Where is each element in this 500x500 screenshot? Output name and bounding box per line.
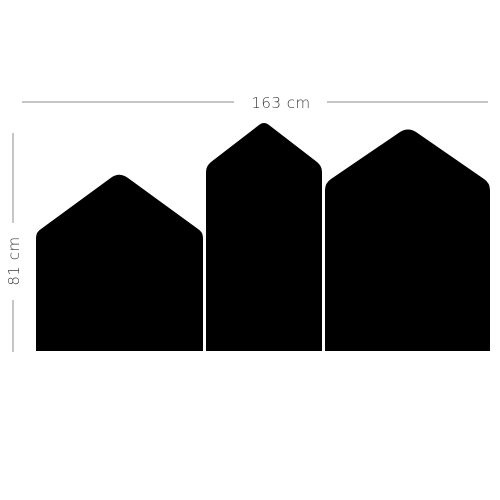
house-left xyxy=(36,174,203,351)
house-shapes xyxy=(36,123,490,351)
width-dimension-label: 163 cm xyxy=(251,94,310,112)
height-dimension: 81 cm xyxy=(5,133,23,352)
width-dimension: 163 cm xyxy=(22,94,488,112)
height-dimension-label: 81 cm xyxy=(5,236,23,285)
house-right xyxy=(325,129,490,351)
house-middle xyxy=(206,123,322,351)
